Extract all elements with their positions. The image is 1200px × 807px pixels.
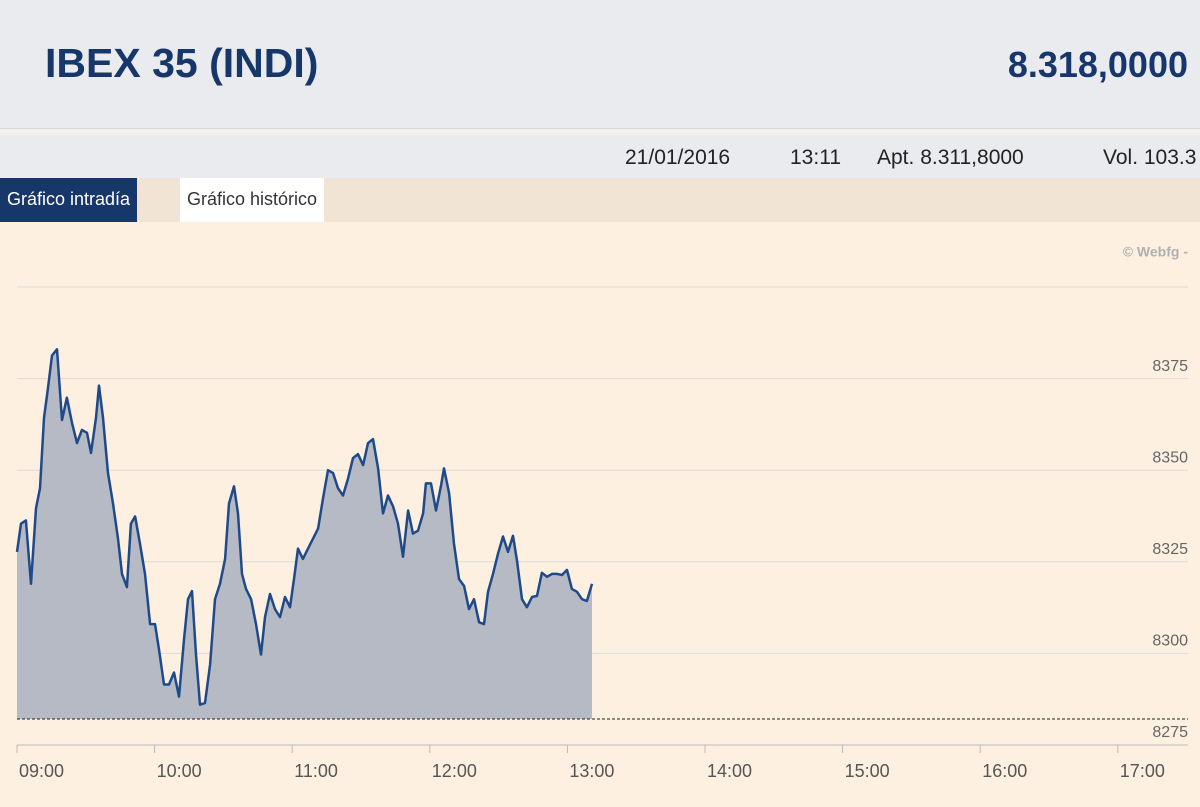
chart: © Webfg - 8275 8300 8325 8350 8375 09:00 10:00…: [15, 244, 1189, 781]
area: [17, 349, 592, 719]
tab-bar: Gráfico intradía Gráfico histórico: [0, 178, 1200, 222]
x-tick-label: 10:00: [157, 761, 202, 781]
x-tick-label: 13:00: [569, 761, 614, 781]
volume: Vol. 103.3: [1103, 146, 1197, 169]
index-title: IBEX 35 (INDI): [45, 40, 319, 86]
credit: © Webfg -: [1123, 244, 1189, 260]
x-tick-label: 14:00: [707, 761, 752, 781]
header: IBEX 35 (INDI) 8.318,0000: [0, 0, 1200, 128]
info-strip: 21/01/2016 13:11 Apt. 8.311,8000 Vol. 10…: [0, 135, 1200, 178]
y-tick-label: 8300: [1152, 633, 1188, 650]
price-line: [15, 348, 594, 706]
x-tick-label: 11:00: [294, 761, 338, 781]
y-tick-label: 8350: [1152, 449, 1188, 466]
date: 21/01/2016: [625, 146, 731, 169]
separator: [0, 128, 1200, 135]
y-tick-label: 8375: [1152, 358, 1188, 375]
price: 8.318,0000: [1007, 44, 1188, 85]
x-tick-label: 12:00: [432, 761, 477, 781]
tab-intraday[interactable]: Gráfico intradía: [0, 178, 138, 222]
x-tick-label: 15:00: [845, 761, 890, 781]
x-tick-label: 16:00: [982, 761, 1027, 781]
tab-historic[interactable]: Gráfico histórico: [180, 178, 325, 222]
x-tick-label: 09:00: [19, 761, 64, 781]
x-tick-label: 17:00: [1120, 761, 1165, 781]
open-price: Apt. 8.311,8000: [877, 146, 1024, 169]
y-tick-label: 8275: [1152, 724, 1188, 741]
time: 13:11: [790, 146, 841, 169]
y-tick-label: 8325: [1152, 541, 1188, 558]
